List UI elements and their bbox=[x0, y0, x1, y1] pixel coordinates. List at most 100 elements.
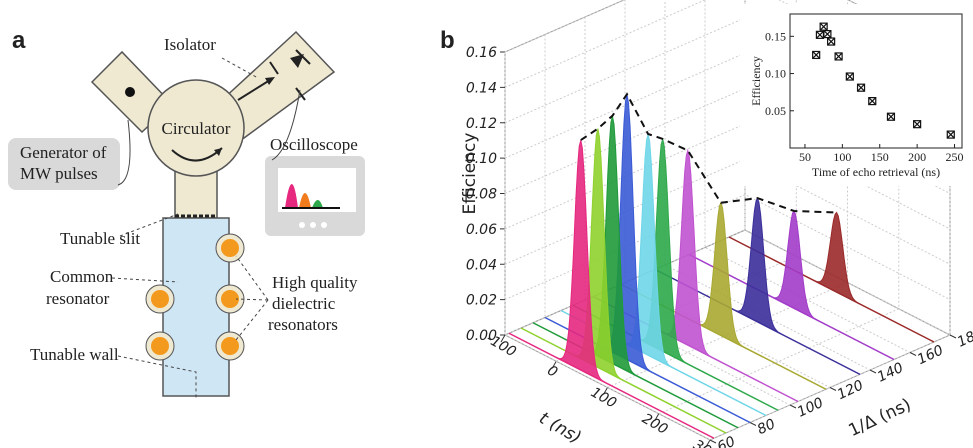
marker-cross bbox=[887, 112, 895, 121]
marker-cross bbox=[913, 120, 922, 129]
z-tick-label: 100 bbox=[795, 395, 826, 421]
tick-mark bbox=[869, 369, 877, 374]
grid-line bbox=[584, 17, 791, 406]
wall-label: Tunable wall bbox=[30, 345, 119, 364]
x-tick-label: 200 bbox=[908, 150, 926, 164]
grid-line bbox=[664, 0, 871, 371]
panel-b-inset: 50 100 150 200 250 0.05 0.10 0.15 Time of echo r… bbox=[740, 4, 970, 186]
marker-cross bbox=[868, 97, 877, 106]
circulator-label: Circulator bbox=[162, 119, 231, 138]
grid-line bbox=[658, 25, 900, 415]
x-tick-label: 100 bbox=[833, 150, 851, 164]
cable bbox=[117, 119, 131, 186]
marker-cross bbox=[823, 30, 832, 39]
y-axis-title: Efficiency bbox=[460, 133, 480, 215]
marker bbox=[827, 37, 836, 46]
marker bbox=[834, 52, 843, 61]
z-tick-label: 120 bbox=[835, 377, 866, 403]
diode bbox=[290, 54, 304, 68]
x-axis-title: t (ns) bbox=[536, 408, 585, 448]
y-tick-label: 0.10 bbox=[466, 151, 497, 167]
arrow-head bbox=[214, 148, 222, 156]
y-tick-label: 0.05 bbox=[765, 104, 786, 118]
marker bbox=[886, 112, 896, 121]
isolator-mark bbox=[269, 61, 279, 75]
y-tick-label: 0.06 bbox=[466, 222, 497, 238]
baseline bbox=[508, 332, 715, 439]
pulse bbox=[732, 196, 783, 335]
trace bbox=[312, 200, 323, 208]
panel-a: a Generator of MW pulses bbox=[8, 27, 365, 398]
y-tick-label: 0.12 bbox=[466, 116, 497, 132]
resonator bbox=[221, 239, 239, 257]
pulse bbox=[555, 139, 606, 383]
knob bbox=[299, 222, 305, 228]
arrow-head bbox=[265, 77, 275, 85]
marker bbox=[845, 72, 854, 81]
z-tick-label: 80 bbox=[755, 416, 778, 438]
y-tick-label: 0.15 bbox=[765, 29, 786, 43]
y-tick-label: 0.02 bbox=[466, 293, 497, 309]
dielectric-label: High quality dielectric resonators bbox=[268, 273, 358, 334]
marker bbox=[856, 83, 866, 92]
marker-cross bbox=[857, 83, 865, 92]
grid-line bbox=[744, 0, 951, 336]
knob bbox=[310, 222, 316, 228]
x-tick-label: 50 bbox=[799, 150, 811, 164]
tick-mark bbox=[551, 361, 557, 369]
marker-cross bbox=[946, 130, 955, 139]
diode bbox=[295, 49, 311, 65]
tick-mark bbox=[709, 439, 717, 444]
pulse bbox=[696, 201, 746, 349]
marker-cross bbox=[834, 52, 843, 61]
slit-label: Tunable slit bbox=[60, 229, 140, 248]
pulse bbox=[811, 211, 862, 306]
x-tick-label: 100 bbox=[588, 384, 619, 411]
inset-background bbox=[740, 4, 970, 186]
tick-mark bbox=[829, 387, 837, 391]
grid-line bbox=[504, 0, 746, 336]
tick-mark bbox=[654, 413, 660, 421]
x-tick-label: 200 bbox=[639, 411, 670, 438]
panel-label: a bbox=[12, 27, 26, 54]
z-tick-label: 140 bbox=[875, 360, 906, 386]
y-tick-label: 0.14 bbox=[466, 80, 497, 96]
trace bbox=[285, 184, 298, 208]
leader bbox=[111, 277, 179, 283]
pulse bbox=[769, 209, 819, 322]
y-axis-title: Efficiency bbox=[749, 56, 763, 106]
x-tick-label: 150 bbox=[871, 150, 889, 164]
z-tick-label: 60 bbox=[715, 434, 738, 448]
grid-line bbox=[704, 0, 911, 353]
resonator bbox=[221, 337, 239, 355]
generator-label: Generator of MW pulses bbox=[20, 143, 107, 183]
tick-mark bbox=[603, 387, 608, 395]
common-resonator-label: Common resonator bbox=[46, 267, 114, 308]
marker bbox=[823, 30, 832, 39]
port-dot bbox=[125, 87, 135, 97]
envelope bbox=[580, 92, 837, 214]
trace bbox=[299, 193, 311, 208]
cable bbox=[271, 89, 301, 161]
y-tick-label: 0.16 bbox=[466, 45, 497, 61]
isolator-mark bbox=[295, 87, 306, 101]
y-tick-label: 0.10 bbox=[765, 67, 786, 81]
z-tick-label: 160 bbox=[915, 342, 946, 368]
x-axis-title: Time of echo retrieval (ns) bbox=[812, 165, 940, 179]
z-tick-label: 180 bbox=[955, 325, 973, 351]
y-tick-label: 0.08 bbox=[466, 187, 497, 203]
tick-mark bbox=[909, 352, 917, 356]
tick-mark bbox=[789, 404, 797, 409]
marker-cross bbox=[845, 72, 854, 81]
resonator bbox=[151, 337, 169, 355]
knob bbox=[321, 222, 327, 228]
tick-mark bbox=[500, 334, 506, 343]
x-tick-label: 300 bbox=[690, 437, 721, 448]
z-axis-title: 1/Δ (ns) bbox=[846, 395, 915, 441]
arrow bbox=[237, 79, 271, 101]
x-tick-label: 250 bbox=[946, 150, 964, 164]
marker-cross bbox=[827, 37, 836, 46]
resonator bbox=[221, 290, 239, 308]
